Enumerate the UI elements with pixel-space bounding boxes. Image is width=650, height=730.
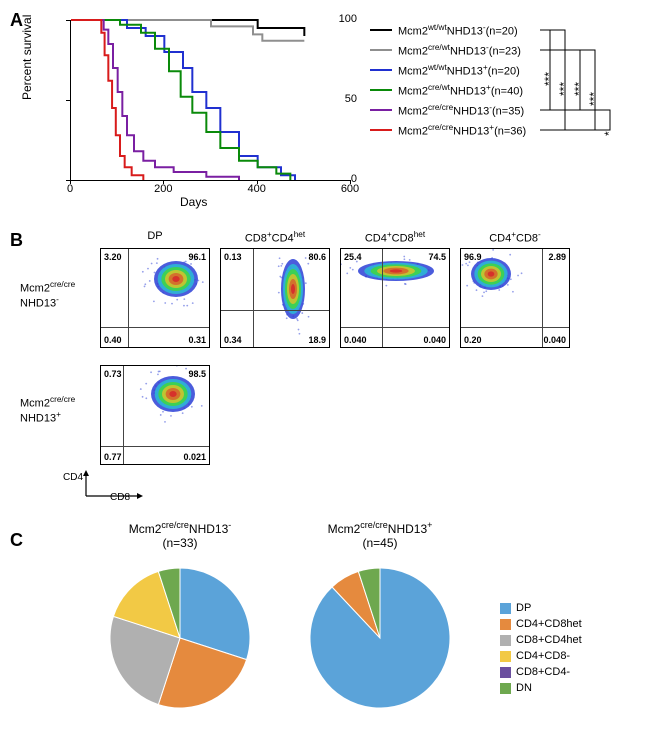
flow-plot: 25.4 74.5 0.040 0.040	[340, 248, 450, 348]
legend-a: Mcm2wt/wtNHD13-(n=20)Mcm2cre/wtNHD13-(n=…	[370, 20, 526, 140]
legend-item: Mcm2wt/wtNHD13+(n=20)	[370, 60, 526, 80]
quadrant-value: 98.5	[188, 369, 206, 379]
x-tick: 0	[55, 183, 85, 195]
legend-item: Mcm2cre/creNHD13-(n=35)	[370, 100, 526, 120]
flow-col-title: CD4+CD8het	[340, 230, 450, 245]
quadrant-value: 0.31	[188, 335, 206, 345]
legend-c: DPCD4+CD8hetCD8+CD4hetCD4+CD8-CD8+CD4-DN	[500, 600, 582, 696]
pie-n: (n=45)	[300, 536, 460, 550]
quadrant-value: 3.20	[104, 252, 122, 262]
quadrant-value: 2.89	[548, 252, 566, 262]
pie-title: Mcm2cre/creNHD13+	[300, 520, 460, 536]
flow-row-2: 0.73 98.5 0.77 0.021	[100, 365, 210, 465]
x-tick: 400	[242, 183, 272, 195]
quadrant-value: 96.1	[188, 252, 206, 262]
legend-c-item: CD8+CD4-	[500, 664, 582, 680]
x-tick: 200	[148, 183, 178, 195]
legend-c-item: DP	[500, 600, 582, 616]
quadrant-value: 74.5	[428, 252, 446, 262]
svg-text:***: ***	[572, 82, 586, 96]
legend-item: Mcm2cre/creNHD13+(n=36)	[370, 120, 526, 140]
legend-c-item: CD4+CD8-	[500, 648, 582, 664]
flow-plot: 3.20 96.1 0.40 0.31	[100, 248, 210, 348]
quadrant-value: 96.9	[464, 252, 482, 262]
flow-col-title: CD8+CD4het	[220, 230, 330, 245]
svg-text:***: ***	[557, 82, 571, 96]
axis-x-text: CD8	[110, 492, 130, 503]
panel-a: A Percent survival Days 050100 020040060…	[10, 10, 640, 210]
quadrant-value: 0.040	[344, 335, 367, 345]
flow-col-title: CD4+CD8-	[460, 230, 570, 245]
quadrant-value: 0.77	[104, 452, 122, 462]
flow-column-titles: DP CD8+CD4het CD4+CD8het CD4+CD8-	[100, 230, 570, 247]
legend-item: Mcm2cre/wtNHD13+(n=40)	[370, 80, 526, 100]
row1-label: Mcm2cre/creNHD13-	[20, 280, 90, 309]
x-tick: 600	[335, 183, 365, 195]
quadrant-value: 0.040	[543, 335, 566, 345]
row2-label: Mcm2cre/creNHD13+	[20, 395, 90, 424]
panel-c-label: C	[10, 530, 23, 551]
panel-b: B DP CD8+CD4het CD4+CD8het CD4+CD8- Mcm2cre…	[10, 230, 640, 510]
flow-plot: 0.73 98.5 0.77 0.021	[100, 365, 210, 465]
quadrant-value: 0.40	[104, 335, 122, 345]
y-tick: 100	[327, 13, 357, 25]
x-axis-label: Days	[180, 195, 207, 209]
legend-c-item: CD8+CD4het	[500, 632, 582, 648]
quadrant-value: 0.34	[224, 335, 242, 345]
flow-plot: 96.9 2.89 0.20 0.040	[460, 248, 570, 348]
axis-y-text: CD4	[63, 472, 83, 483]
quadrant-value: 0.021	[183, 452, 206, 462]
panel-c: C Mcm2cre/creNHD13-(n=33) Mcm2cre/creNHD1…	[10, 520, 640, 720]
legend-c-item: CD4+CD8het	[500, 616, 582, 632]
legend-item: Mcm2wt/wtNHD13-(n=20)	[370, 20, 526, 40]
quadrant-value: 0.040	[423, 335, 446, 345]
quadrant-value: 80.6	[308, 252, 326, 262]
flow-row-1: 3.20 96.1 0.40 0.31 0.13 80.6 0.34 18.9 25.4 74.5…	[100, 248, 570, 348]
legend-item: Mcm2cre/wtNHD13-(n=23)	[370, 40, 526, 60]
survival-svg	[71, 20, 351, 180]
legend-c-item: DN	[500, 680, 582, 696]
pie-n: (n=33)	[100, 536, 260, 550]
flow-plot: 0.13 80.6 0.34 18.9	[220, 248, 330, 348]
quadrant-value: 18.9	[308, 335, 326, 345]
quadrant-value: 0.73	[104, 369, 122, 379]
quadrant-value: 25.4	[344, 252, 362, 262]
y-axis-label: Percent survival	[20, 15, 34, 100]
significance-brackets: *************	[540, 20, 650, 180]
svg-text:***: ***	[542, 72, 556, 86]
flow-col-title: DP	[100, 230, 210, 245]
pie-title: Mcm2cre/creNHD13-	[100, 520, 260, 536]
panel-b-label: B	[10, 230, 23, 251]
quadrant-value: 0.13	[224, 252, 242, 262]
survival-chart	[70, 20, 351, 181]
pie-chart	[100, 558, 260, 718]
quadrant-value: 0.20	[464, 335, 482, 345]
svg-text:*: *	[602, 131, 616, 136]
pie-chart	[300, 558, 460, 718]
svg-text:***: ***	[587, 92, 601, 106]
y-tick: 50	[327, 93, 357, 105]
